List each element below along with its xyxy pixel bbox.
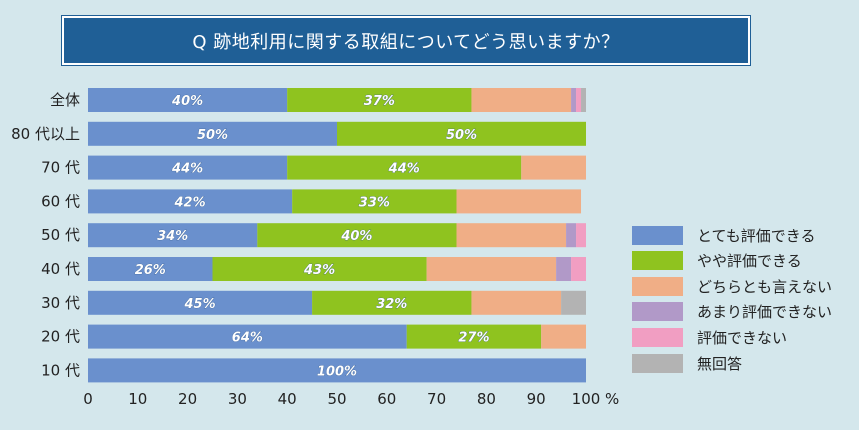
data-label: 40%	[340, 229, 372, 244]
bar-segment	[88, 189, 293, 214]
legend-swatch	[632, 251, 683, 271]
legend-swatch	[632, 276, 683, 296]
bar-segment	[571, 88, 577, 112]
x-tick-label: 60	[377, 390, 396, 408]
bar-segment	[88, 121, 337, 146]
legend-item: やや評価できる	[632, 251, 802, 271]
bar-segment	[566, 223, 577, 248]
bar-segment	[337, 121, 586, 146]
x-axis-unit: %	[605, 390, 619, 408]
bars-group	[88, 88, 586, 383]
category-label: 70 代	[41, 159, 80, 177]
bar-segment	[88, 223, 258, 248]
x-tick-label: 50	[327, 390, 346, 408]
legend-swatch	[632, 302, 683, 322]
data-label: 34%	[157, 229, 188, 244]
x-tick-label: 0	[83, 390, 93, 408]
data-label: 40%	[171, 94, 203, 109]
data-label: 44%	[171, 162, 203, 177]
bar-segment	[556, 257, 572, 281]
bar-segment	[287, 88, 472, 112]
legend-label: 無回答	[697, 354, 743, 373]
bar-labels-group: 40% 37% 50% 50% 44% 44% 42% 33% 34% 40% 26% 43% 45% 3…	[134, 94, 489, 380]
chart-title: Q 跡地利用に関する取組についてどう思いますか？	[192, 31, 620, 53]
data-label: 43%	[303, 263, 335, 278]
bar-segment	[471, 290, 562, 315]
bar-segment	[88, 358, 586, 383]
legend-label: 評価できない	[697, 328, 788, 347]
legend-swatch	[632, 225, 683, 245]
data-label: 33%	[359, 195, 390, 210]
legend-label: とても評価できる	[697, 226, 816, 245]
bar-segment	[88, 155, 288, 180]
data-label: 37%	[364, 94, 395, 109]
bar-segment	[88, 290, 313, 315]
data-label: 42%	[174, 195, 206, 210]
data-label: 100%	[317, 364, 357, 379]
data-label: 64%	[232, 331, 263, 346]
bar-segment	[456, 189, 582, 214]
x-tick-label: 40	[278, 390, 297, 408]
category-label: 40 代	[41, 260, 80, 278]
bar-segment	[576, 223, 586, 248]
x-tick-label: 10	[128, 390, 147, 408]
legend-item: 無回答	[632, 353, 742, 373]
legend-label: どちらとも言えない	[697, 277, 833, 296]
legend-swatch	[632, 353, 683, 373]
category-label: 60 代	[41, 192, 80, 210]
bar-segment	[456, 223, 567, 248]
category-label: 全体	[50, 91, 80, 109]
chart-title-box: Q 跡地利用に関する取組についてどう思いますか？	[62, 16, 750, 65]
data-label: 27%	[458, 331, 489, 346]
x-tick-label: 30	[228, 390, 247, 408]
data-label: 45%	[183, 297, 215, 312]
data-label: 26%	[135, 263, 166, 278]
bar-segment	[312, 290, 472, 315]
x-tick-label: 80	[477, 390, 496, 408]
data-label: 50%	[446, 128, 477, 143]
legend-item: どちらとも言えない	[632, 276, 832, 296]
category-label: 20 代	[41, 328, 80, 346]
category-label: 30 代	[41, 294, 80, 312]
data-label: 32%	[376, 297, 407, 312]
bar-segment	[88, 88, 288, 112]
x-tick-labels-group: 0 10 20 30 40 50 60 70 80 90 100%	[83, 390, 619, 408]
category-labels-group: 全体 80 代以上 70 代 60 代 50 代 40 代 30 代 20 代 10 代	[11, 91, 80, 379]
bar-segment	[406, 324, 542, 349]
legend-swatch	[632, 327, 683, 347]
bar-segment	[541, 324, 586, 349]
category-label: 80 代以上	[11, 125, 80, 143]
bar-segment	[561, 290, 586, 315]
bar-segment	[576, 88, 582, 112]
x-tick-label: 20	[178, 390, 197, 408]
legend-item: 評価できない	[632, 327, 787, 347]
legend-item: あまり評価できない	[632, 302, 832, 322]
legend-label: やや評価できる	[697, 252, 802, 271]
category-label: 50 代	[41, 226, 80, 244]
bar-segment	[292, 189, 457, 214]
category-label: 10 代	[41, 361, 80, 379]
data-label: 50%	[197, 128, 228, 143]
bar-segment	[521, 155, 586, 180]
x-tick-label: 70	[427, 390, 446, 408]
bar-segment	[426, 257, 557, 281]
bar-segment	[88, 324, 407, 349]
x-tick-label: 90	[527, 390, 546, 408]
bar-segment	[571, 257, 586, 281]
bar-segment	[88, 257, 213, 281]
bar-segment	[257, 223, 457, 248]
x-tick-label: 100	[572, 390, 601, 408]
legend-item: とても評価できる	[632, 225, 816, 245]
bar-segment	[212, 257, 427, 281]
bar-segment	[471, 88, 572, 112]
bar-segment	[581, 88, 586, 112]
legend-label: あまり評価できない	[697, 303, 833, 322]
bar-segment	[287, 155, 522, 180]
data-label: 44%	[388, 162, 420, 177]
